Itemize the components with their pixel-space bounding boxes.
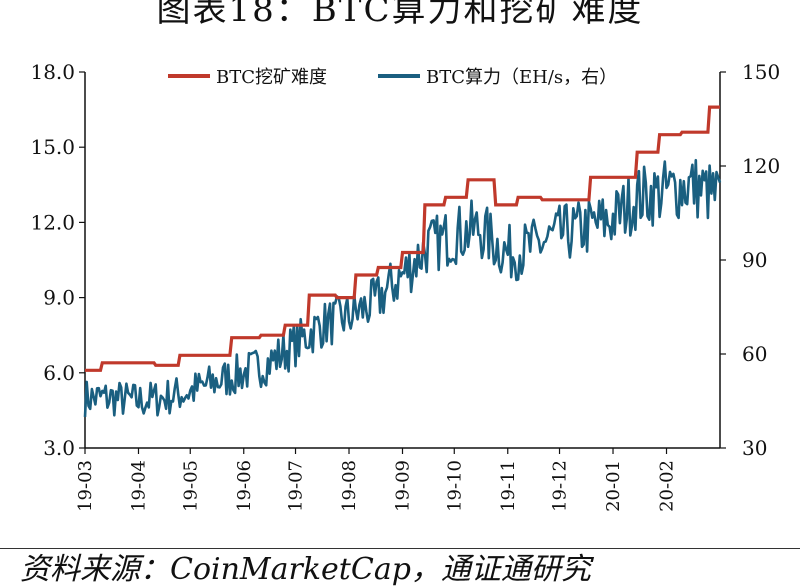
x-tick-label: 19-12 [550,460,571,512]
right-axis: 30 60 90 120 150 [719,60,780,460]
x-tick-label: 20-02 [657,460,678,512]
left-tick-label: 15.0 [30,135,75,159]
x-tick-label: 20-01 [603,460,624,512]
x-tick-label: 19-08 [339,460,360,512]
left-tick-label: 6.0 [43,361,75,385]
right-tick-label: 150 [742,60,780,84]
source-note: 资料来源：CoinMarketCap，通证通研究 [20,552,591,587]
left-tick-label: 18.0 [30,60,75,84]
x-tick-label: 19-06 [234,460,255,512]
x-axis: 19-03 19-04 19-05 19-06 19-07 19-08 19-09 19-10… [75,447,720,512]
left-tick-label: 3.0 [43,436,75,460]
left-tick-label: 12.0 [30,210,75,234]
x-tick-label: 19-07 [286,460,307,512]
right-tick-label: 60 [742,342,767,366]
difficulty-series-line [85,105,720,372]
hashrate-series-line [83,158,722,417]
left-tick-label: 9.0 [43,286,75,310]
x-tick-label: 19-04 [128,460,149,512]
legend: BTC挖矿难度 BTC算力（EH/s，右） [168,67,617,88]
series-layer [83,105,722,417]
right-tick-label: 120 [742,154,780,178]
x-tick-label: 19-10 [444,460,465,512]
x-tick-label: 19-03 [75,460,96,512]
chart-title: 图表18：BTC算力和挖矿难度 [156,0,644,30]
right-tick-label: 30 [742,436,767,460]
legend-label-hashrate: BTC算力（EH/s，右） [426,67,617,88]
legend-label-difficulty: BTC挖矿难度 [216,67,327,88]
x-tick-label: 19-05 [180,460,201,512]
right-tick-label: 90 [742,248,767,272]
x-tick-label: 19-09 [393,460,414,512]
source-bar: 资料来源：CoinMarketCap，通证通研究 [0,548,800,585]
x-tick-label: 19-11 [498,460,519,512]
chart-area: 3.0 6.0 9.0 12.0 15.0 18.0 30 60 90 120 150 19-03… [30,60,780,512]
left-axis: 3.0 6.0 9.0 12.0 15.0 18.0 [30,60,86,460]
